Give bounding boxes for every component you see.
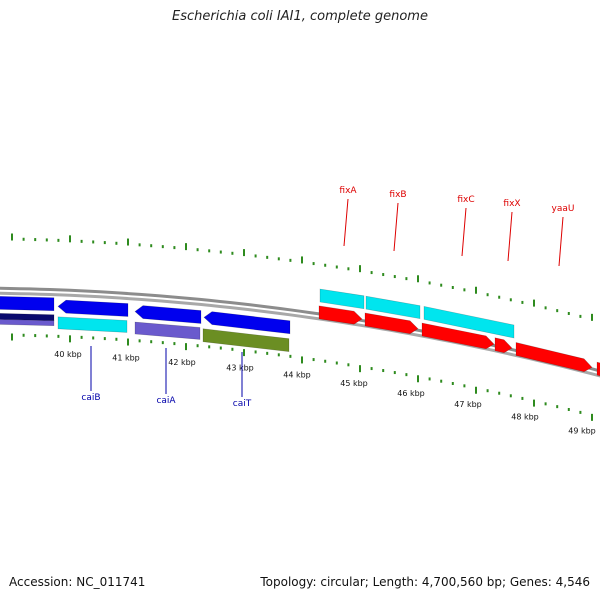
forward-gene-label: yaaU xyxy=(552,204,575,214)
forward-label-leader xyxy=(461,207,467,257)
tick-label: 49 kbp xyxy=(568,426,596,435)
gene-caiT xyxy=(203,311,291,335)
gene-fixC xyxy=(421,322,495,350)
tick-label: 44 kbp xyxy=(283,371,311,380)
tick-labels: 40 kbp 41 kbp 42 kbp 43 kbp 44 kbp 45 kbp 46 k… xyxy=(54,350,596,435)
tick-label: 46 kbp xyxy=(397,389,425,398)
inner-ticks xyxy=(11,333,593,421)
gene-features xyxy=(0,288,600,377)
cds-caiT xyxy=(202,328,290,353)
genome-summary-label: Topology: circular; Length: 4,700,560 bp… xyxy=(260,575,590,589)
cds-fixC xyxy=(423,306,515,339)
cds-caiA xyxy=(134,321,201,340)
gene-fixX xyxy=(494,337,513,354)
tick-label: 40 kbp xyxy=(54,350,82,359)
cds-fixB xyxy=(365,295,421,319)
tick-label: 47 kbp xyxy=(454,400,482,409)
tick-label: 42 kbp xyxy=(168,358,196,367)
backbone-inner-line xyxy=(0,291,600,378)
reverse-gene-label: caiT xyxy=(233,399,252,409)
gene-fixA xyxy=(318,305,363,325)
reverse-gene-label: caiB xyxy=(81,393,100,403)
gene-caiA xyxy=(134,305,202,324)
accession-label: Accession: NC_011741 xyxy=(9,575,146,589)
forward-label-leader xyxy=(343,198,349,247)
forward-gene-label: fixC xyxy=(457,195,474,205)
gene-labels: fixA fixB fixC fixX yaaU caiB caiA caiT xyxy=(81,186,574,409)
gene-caiB xyxy=(57,299,129,317)
map-title: Escherichia coli IAI1, complete genome xyxy=(172,9,428,24)
tick-label: 43 kbp xyxy=(226,364,254,373)
reverse-gene-label: caiA xyxy=(156,396,176,406)
forward-gene-label: fixB xyxy=(389,190,406,200)
tick-label: 41 kbp xyxy=(112,353,140,362)
cds-fixA xyxy=(319,288,365,310)
gene-partial xyxy=(596,361,600,377)
gene-fixB xyxy=(364,312,419,335)
cds-partial-left-purple xyxy=(0,319,55,326)
gene-yaaU xyxy=(515,342,593,373)
tick-label: 45 kbp xyxy=(340,379,368,388)
cds-caiB xyxy=(57,316,128,333)
gene-partial-left xyxy=(0,296,55,311)
forward-gene-label: fixA xyxy=(339,186,357,196)
forward-label-leader xyxy=(507,211,513,262)
tick-label: 48 kbp xyxy=(511,413,539,422)
forward-gene-label: fixX xyxy=(503,199,520,209)
forward-label-leader xyxy=(393,202,399,252)
forward-label-leader xyxy=(558,216,564,267)
outer-ticks xyxy=(11,233,593,321)
